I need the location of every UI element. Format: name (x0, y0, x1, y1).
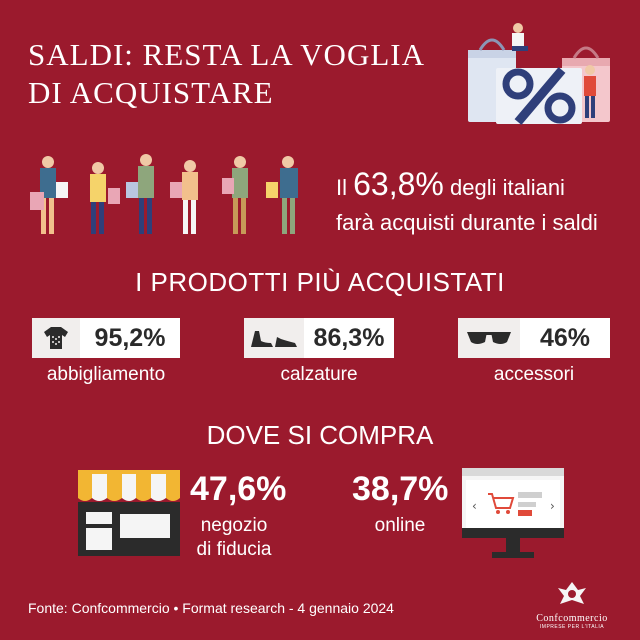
product-value-shoes: 86,3% (304, 318, 394, 358)
store-label-line-1: negozio (200, 515, 268, 536)
product-box-accessories: 46% (458, 318, 610, 358)
logo-name: Confcommercio (536, 613, 608, 624)
product-label-accessories: accessori (493, 364, 575, 385)
product-box-clothing: 95,2% (32, 318, 180, 358)
online-label: online (374, 515, 426, 536)
headline-percent: 63,8% (353, 166, 444, 202)
headline-line-1: Il 63,8% degli italiani (336, 166, 565, 203)
product-label-clothing: abbigliamento (46, 364, 166, 385)
products-section-title: I PRODOTTI PIÙ ACQUISTATI (135, 267, 505, 297)
title-line-1: SALDI: RESTA LA VOGLIA (28, 37, 425, 72)
headline-text-2: farà acquisti durante i saldi (336, 210, 598, 235)
store-label-line-2: di fiducia (196, 539, 272, 560)
product-label-shoes: calzature (280, 364, 358, 385)
confcommercio-logo: Confcommercio IMPRESE PER L'ITALIA (522, 580, 622, 630)
product-value-clothing: 95,2% (80, 318, 180, 358)
sweater-icon (32, 318, 80, 358)
shoe-icon (244, 318, 304, 358)
store-icon (78, 470, 180, 556)
product-box-shoes: 86,3% (244, 318, 394, 358)
page-title: SALDI: RESTA LA VOGLIA DI ACQUISTARE (28, 36, 458, 112)
product-value-accessories: 46% (520, 318, 610, 358)
store-label: negozio di fiducia (186, 514, 282, 562)
svg-text:›: › (550, 499, 555, 513)
logo-emblem-icon (558, 582, 586, 604)
headline-text-1: degli italiani (449, 175, 565, 200)
svg-text:‹: ‹ (472, 499, 477, 513)
sunglasses-icon (458, 318, 520, 358)
title-line-2: DI ACQUISTARE (28, 75, 274, 110)
store-percent: 47,6% (190, 470, 287, 508)
shoppers-illustration (30, 154, 298, 234)
where-section-title: DOVE SI COMPRA (206, 420, 434, 450)
monitor-icon: ‹ › (462, 468, 564, 558)
sale-percent-illustration (468, 23, 610, 125)
source-footer: Fonte: Confcommercio • Format research -… (28, 600, 394, 616)
headline-prefix: Il (336, 175, 347, 200)
online-percent: 38,7% (352, 470, 449, 508)
logo-tagline: IMPRESE PER L'ITALIA (539, 624, 605, 630)
